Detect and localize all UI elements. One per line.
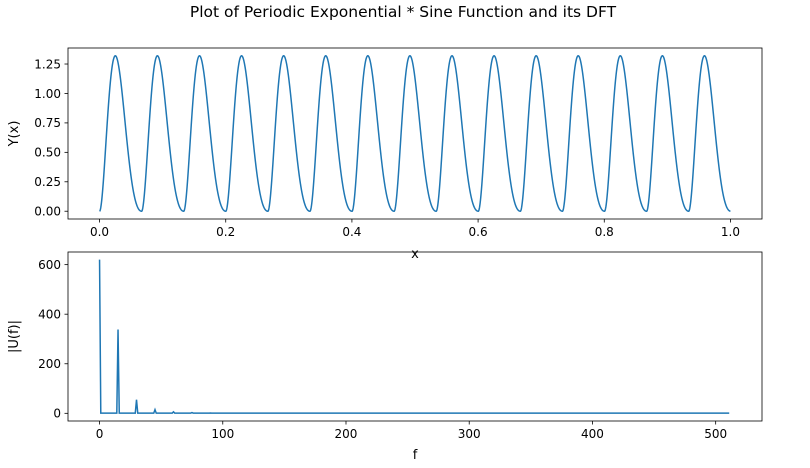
y-tick-label: 0.50 (34, 146, 61, 160)
x-tick-label: 0.6 (469, 225, 488, 239)
x-tick-label: 0.2 (216, 225, 235, 239)
ax2-ticks: 0 100 200 300 400 500 0 200 400 600 (38, 258, 727, 441)
y-tick-label: 200 (38, 357, 61, 371)
x-tick-label: 200 (335, 427, 358, 441)
x-tick-label: 0.4 (342, 225, 361, 239)
x-tick-label: 0.8 (595, 225, 614, 239)
subplot-time-domain: 0.0 0.2 0.4 0.6 0.8 1.0 0.00 0.25 0.50 0.75 1.00 1.… (7, 47, 763, 262)
y-tick-label: 0.00 (34, 205, 61, 219)
y-tick-label: 400 (38, 307, 61, 321)
ax2-ylabel: |U(f)| (7, 320, 22, 353)
dft-magnitude-line (98, 259, 730, 414)
x-tick-label: 300 (458, 427, 481, 441)
x-tick-label: 1.0 (721, 225, 740, 239)
x-tick-label: 500 (704, 427, 727, 441)
ax1-xlabel: x (411, 247, 419, 262)
y-tick-label: 0.25 (34, 175, 61, 189)
x-tick-label: 0 (96, 427, 104, 441)
ax2-frame (67, 251, 763, 422)
y-tick-label: 0.75 (34, 116, 61, 130)
x-tick-label: 400 (581, 427, 604, 441)
y-tick-label: 600 (38, 258, 61, 272)
ax1-ticks: 0.0 0.2 0.4 0.6 0.8 1.0 0.00 0.25 0.50 0.75 1.00 1.… (34, 57, 740, 239)
y-tick-label: 1.25 (34, 57, 61, 71)
time-series-line (99, 54, 731, 212)
x-tick-label: 0.0 (90, 225, 109, 239)
y-tick-label: 0 (53, 407, 61, 421)
ax1-frame (67, 47, 763, 220)
ax2-xlabel: f (413, 448, 418, 463)
subplot-dft: 0 100 200 300 400 500 0 200 400 600 |U(f)| f (7, 251, 763, 463)
ax1-ylabel: Y(x) (7, 121, 22, 148)
x-tick-label: 100 (211, 427, 234, 441)
y-tick-label: 1.00 (34, 87, 61, 101)
figure-title: Plot of Periodic Exponential * Sine Func… (190, 3, 617, 21)
